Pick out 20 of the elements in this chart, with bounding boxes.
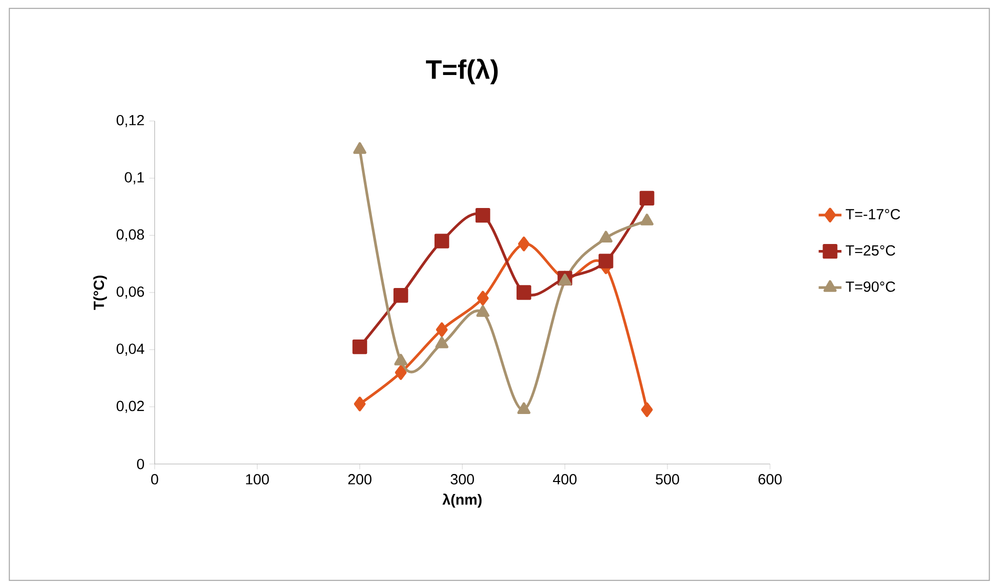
y-tick-label: 0,08 xyxy=(116,229,144,242)
y-tick-label: 0,04 xyxy=(116,344,144,356)
y-tick-label: 0,12 xyxy=(116,114,144,128)
x-tick-label: 100 xyxy=(246,474,269,484)
legend-label: T=25°C xyxy=(846,245,896,256)
x-tick-label: 400 xyxy=(552,474,577,484)
legend-label: T=90°C xyxy=(846,281,896,292)
x-tick-label: 200 xyxy=(348,474,372,484)
chart-title: T=f(λ) xyxy=(426,58,498,84)
y-tick-label: 0,02 xyxy=(116,400,144,413)
x-tick-label: 300 xyxy=(450,474,474,484)
x-tick-label: 0 xyxy=(151,474,158,484)
y-tick-label: 0,06 xyxy=(116,286,144,299)
x-axis-title: λ(nm) xyxy=(442,494,482,508)
y-axis-title: T(°C) xyxy=(93,276,107,310)
legend-label: T=-17°C xyxy=(846,208,900,220)
y-tick-label: 0,1 xyxy=(124,172,144,184)
x-tick-label: 600 xyxy=(758,474,782,484)
x-tick-label: 500 xyxy=(656,474,680,484)
y-tick-label: 0 xyxy=(137,458,144,470)
